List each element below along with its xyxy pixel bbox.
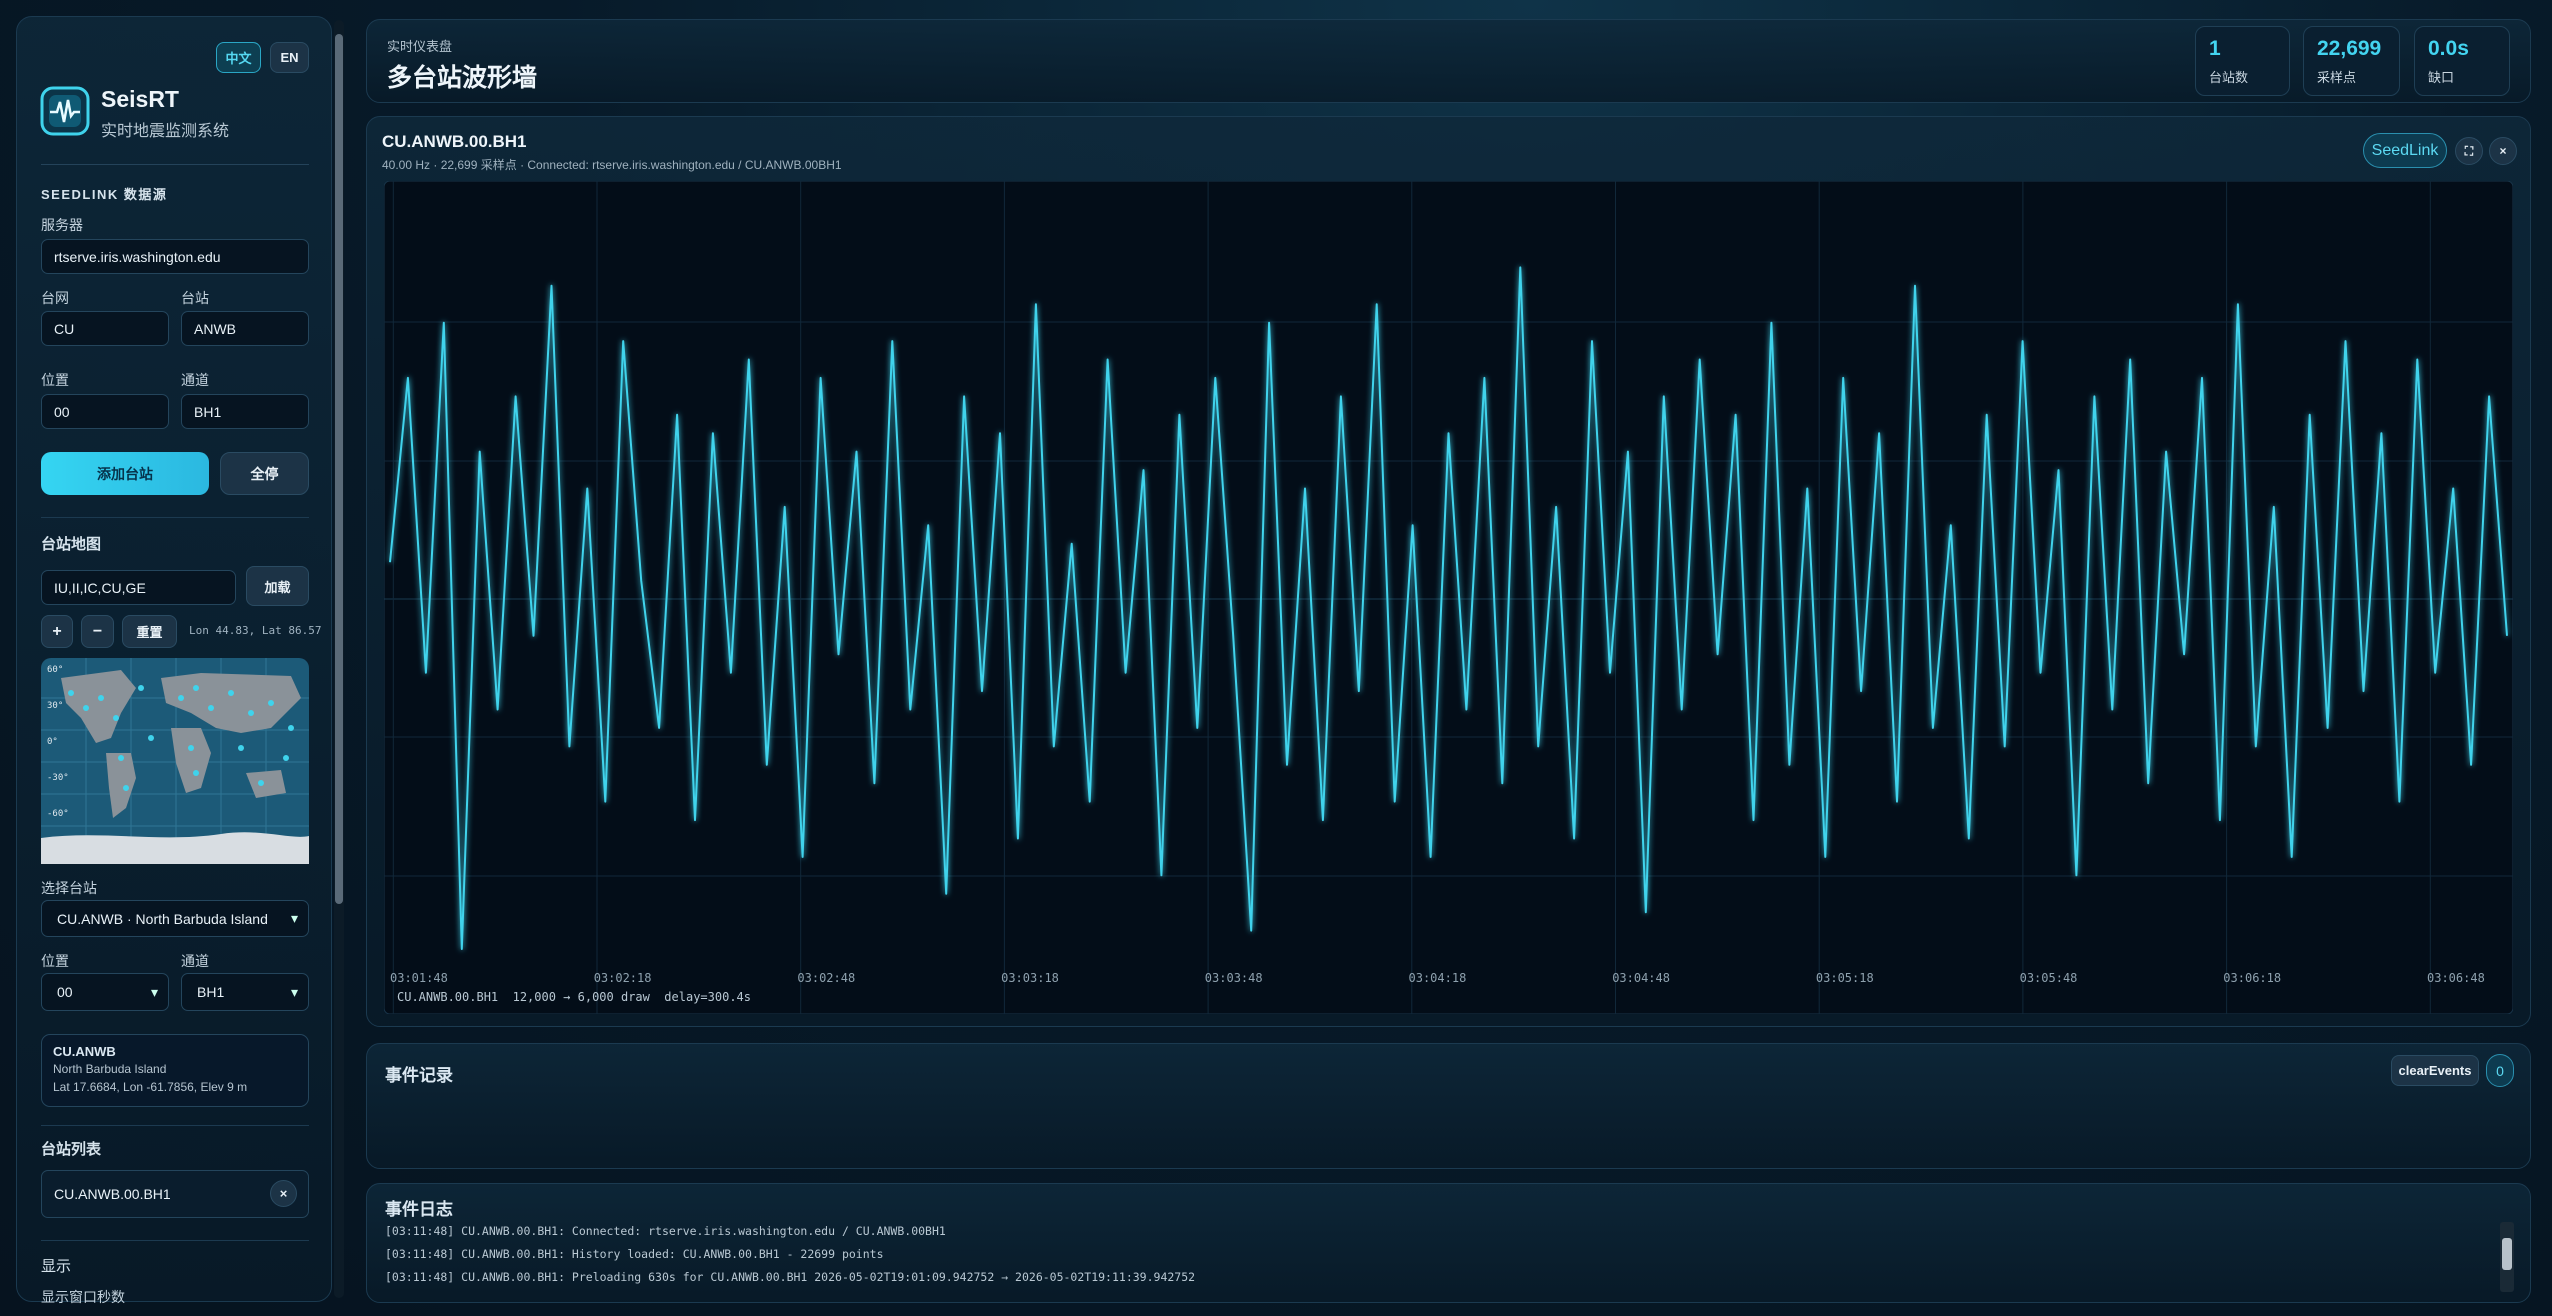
stat-value: 22,699: [2317, 37, 2382, 60]
divider: [41, 164, 309, 165]
header: [366, 19, 2531, 103]
station-select[interactable]: CU.ANWB · North Barbuda Island: [41, 900, 309, 937]
channel-input[interactable]: BH1: [181, 394, 309, 429]
station-map[interactable]: 60° 30° 0° -30° -60°: [41, 658, 309, 864]
x-tick-label: 03:03:48: [1205, 971, 1263, 985]
waveform-line: [389, 266, 2508, 950]
station-list-item[interactable]: CU.ANWB.00.BH1: [41, 1170, 309, 1218]
log-title: 事件日志: [385, 1200, 453, 1219]
field-label: 选择台站: [41, 880, 97, 896]
x-tick-label: 03:01:48: [390, 971, 448, 985]
log-line: [03:11:48] CU.ANWB.00.BH1: Connected: rt…: [385, 1224, 946, 1238]
stat-value: 0.0s: [2428, 37, 2469, 60]
stat-card: 1 台站数: [2195, 26, 2290, 96]
seedlink-button[interactable]: SeedLink: [2363, 133, 2447, 168]
brand-subtitle: 实时地震监测系统: [101, 123, 230, 140]
field-label: 通道: [181, 372, 209, 388]
map-lat-label: -60°: [47, 809, 69, 819]
section-heading: 台站地图: [41, 536, 102, 553]
stat-card: 0.0s 缺口: [2414, 26, 2510, 96]
map-lat-label: 60°: [47, 665, 63, 675]
x-tick-label: 03:06:48: [2427, 971, 2485, 985]
info-coords: Lat 17.6684, Lon -61.7856, Elev 9 m: [53, 1080, 248, 1094]
stat-card: 22,699 采样点: [2303, 26, 2400, 96]
location-select[interactable]: 00: [41, 973, 169, 1011]
stat-label: 缺口: [2428, 70, 2455, 85]
field-label: 台网: [41, 290, 69, 306]
waveform-plot: 03:01:48 03:02:18 03:02:48 03:03:18 03:03:48…: [384, 181, 2513, 1014]
plot-grid: [384, 321, 2513, 877]
add-station-button[interactable]: 添加台站: [41, 452, 209, 495]
header-eyebrow: 实时仪表盘: [387, 39, 453, 54]
network-input[interactable]: CU: [41, 311, 169, 346]
log-panel: [366, 1183, 2531, 1303]
x-tick-label: 03:02:18: [594, 971, 652, 985]
info-name: North Barbuda Island: [53, 1062, 167, 1076]
stat-label: 台站数: [2209, 70, 2249, 85]
server-input[interactable]: rtserve.iris.washington.edu: [41, 239, 309, 274]
plot-footer: CU.ANWB.00.BH1 12,000 → 6,000 draw delay…: [397, 990, 752, 1004]
map-stations: [68, 685, 294, 791]
section-heading: 显示: [41, 1258, 72, 1275]
field-label: 位置: [41, 953, 69, 969]
scrollbar-thumb[interactable]: [335, 34, 343, 904]
location-input[interactable]: 00: [41, 394, 169, 429]
panel-subtitle: 40.00 Hz · 22,699 采样点 · Connected: rtser…: [382, 158, 842, 172]
map-antarctica: [41, 832, 309, 864]
field-label: 服务器: [41, 217, 83, 233]
map-lat-label: 0°: [47, 737, 58, 747]
x-tick-label: 03:06:18: [2223, 971, 2281, 985]
load-button[interactable]: 加载: [246, 566, 309, 606]
close-button[interactable]: ×: [2489, 137, 2517, 165]
lang-button[interactable]: EN: [270, 42, 309, 73]
station-input[interactable]: ANWB: [181, 311, 309, 346]
x-tick-label: 03:05:18: [1816, 971, 1874, 985]
zoom-out-button[interactable]: −: [81, 615, 114, 648]
divider: [41, 517, 309, 518]
x-tick-label: 03:02:48: [797, 971, 855, 985]
x-tick-label: 03:03:18: [1001, 971, 1059, 985]
map-lat-label: 30°: [47, 701, 63, 711]
x-tick-label: 03:04:48: [1612, 971, 1670, 985]
clear-events-button[interactable]: clearEvents: [2391, 1055, 2479, 1086]
plot-background: [384, 181, 2513, 1014]
logo: [40, 86, 90, 136]
field-label: 通道: [181, 953, 209, 969]
brand-title: SeisRT: [101, 86, 179, 112]
cursor-coords: Lon 44.83, Lat 86.57: [189, 624, 322, 637]
x-tick-label: 03:04:18: [1409, 971, 1467, 985]
events-panel: [366, 1043, 2531, 1169]
stat-value: 1: [2209, 37, 2221, 60]
channel-select[interactable]: BH1: [181, 973, 309, 1011]
log-scrollbar-thumb[interactable]: [2502, 1238, 2512, 1270]
remove-button[interactable]: ×: [270, 1180, 297, 1207]
header-title: 多台站波形墙: [387, 64, 538, 92]
field-label: 位置: [41, 372, 69, 388]
field-label: 台站: [181, 290, 209, 306]
station-info-card: [41, 1034, 309, 1107]
stat-label: 采样点: [2317, 70, 2357, 85]
log-line: [03:11:48] CU.ANWB.00.BH1: Preloading 63…: [385, 1270, 1196, 1284]
events-title: 事件记录: [385, 1066, 453, 1085]
log-line: [03:11:48] CU.ANWB.00.BH1: History loade…: [385, 1247, 884, 1261]
field-label: 显示窗口秒数: [41, 1289, 125, 1305]
x-tick-label: 03:05:48: [2020, 971, 2078, 985]
divider: [41, 1125, 309, 1126]
section-heading: SEEDLINK 数据源: [41, 187, 168, 202]
reset-button[interactable]: 重置: [122, 615, 177, 648]
map-lat-label: -30°: [47, 773, 69, 783]
event-count: 0: [2486, 1054, 2514, 1087]
lang-button[interactable]: 中文: [216, 42, 261, 73]
section-heading: 台站列表: [41, 1141, 102, 1158]
panel-title: CU.ANWB.00.BH1: [382, 132, 527, 151]
fullscreen-button[interactable]: ⛶: [2455, 137, 2483, 165]
info-code: CU.ANWB: [53, 1044, 116, 1059]
stop-all-button[interactable]: 全停: [220, 452, 309, 495]
divider: [41, 1240, 309, 1241]
networks-input[interactable]: IU,II,IC,CU,GE: [41, 570, 236, 605]
zoom-in-button[interactable]: +: [41, 615, 73, 648]
